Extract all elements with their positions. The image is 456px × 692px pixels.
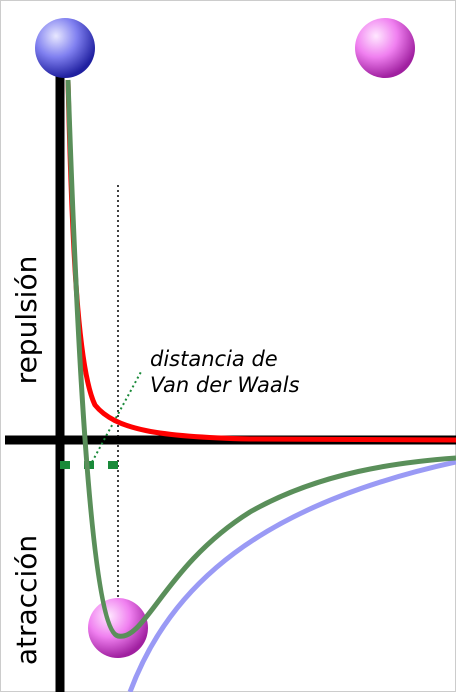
distance-label: distancia de [150, 347, 278, 371]
atom [355, 18, 415, 78]
repulsion-label: repulsión [10, 256, 43, 385]
attraction-label: atracción [10, 535, 43, 665]
diagram: repulsión atracción distancia de Van der… [0, 0, 456, 692]
atom [35, 18, 95, 78]
page: repulsión atracción distancia de Van der… [0, 0, 456, 692]
distance-label: Van der Waals [150, 373, 300, 397]
